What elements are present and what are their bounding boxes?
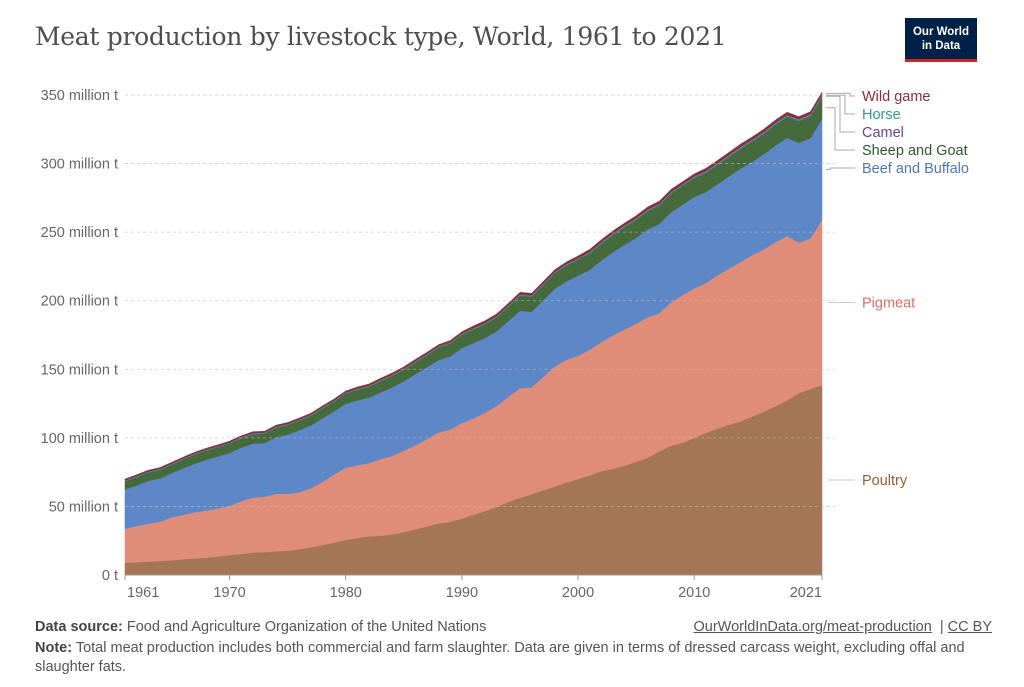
x-tick-label: 1961 bbox=[127, 585, 159, 601]
x-tick-label: 2000 bbox=[562, 585, 594, 601]
y-tick-label: 0 t bbox=[102, 568, 118, 584]
legend-label-sheep-and-goat: Sheep and Goat bbox=[862, 143, 968, 159]
legend-connector bbox=[826, 167, 855, 170]
legend-label-wild-game: Wild game bbox=[862, 89, 931, 105]
source-link[interactable]: OurWorldInData.org/meat-production bbox=[693, 619, 932, 635]
license-link[interactable]: CC BY bbox=[947, 619, 992, 635]
note-text: Total meat production includes both comm… bbox=[35, 640, 965, 675]
x-tick-label: 2021 bbox=[790, 585, 822, 601]
x-tick-label: 1990 bbox=[446, 585, 478, 601]
legend-connector bbox=[826, 92, 855, 97]
y-tick-label: 300 million t bbox=[41, 157, 118, 173]
legend-label-camel: Camel bbox=[862, 125, 904, 141]
x-tick-label: 1970 bbox=[213, 585, 245, 601]
chart-title: Meat production by livestock type, World… bbox=[35, 22, 727, 51]
x-tick-label: 2010 bbox=[678, 585, 710, 601]
y-tick-label: 200 million t bbox=[41, 294, 118, 310]
y-tick-label: 100 million t bbox=[41, 431, 118, 447]
legend-label-horse: Horse bbox=[862, 107, 901, 123]
note: Note: Total meat production includes bot… bbox=[35, 639, 995, 677]
data-source: Data source: Food and Agriculture Organi… bbox=[35, 619, 486, 635]
x-tick-label: 1980 bbox=[330, 585, 362, 601]
legend-label-pigmeat: Pigmeat bbox=[862, 295, 915, 311]
source-label: Data source: bbox=[35, 619, 123, 635]
owid-logo[interactable]: Our World in Data bbox=[905, 18, 977, 62]
separator: | bbox=[935, 619, 948, 635]
logo-line-1: Our World bbox=[912, 26, 969, 38]
source-text: Food and Agriculture Organization of the… bbox=[126, 619, 487, 635]
y-tick-label: 150 million t bbox=[41, 362, 118, 378]
legend-connector bbox=[826, 107, 855, 151]
legend-label-beef-and-buffalo: Beef and Buffalo bbox=[862, 161, 969, 177]
y-tick-label: 250 million t bbox=[41, 225, 118, 241]
legend-connector bbox=[826, 94, 855, 115]
y-tick-label: 50 million t bbox=[49, 499, 118, 515]
note-label: Note: bbox=[35, 640, 73, 656]
logo-line-2: in Data bbox=[921, 40, 961, 52]
source-link-area: OurWorldInData.org/meat-production | CC … bbox=[694, 619, 992, 635]
legend-label-poultry: Poultry bbox=[862, 473, 908, 489]
y-tick-label: 350 million t bbox=[41, 88, 118, 104]
legend-connector bbox=[826, 95, 855, 133]
